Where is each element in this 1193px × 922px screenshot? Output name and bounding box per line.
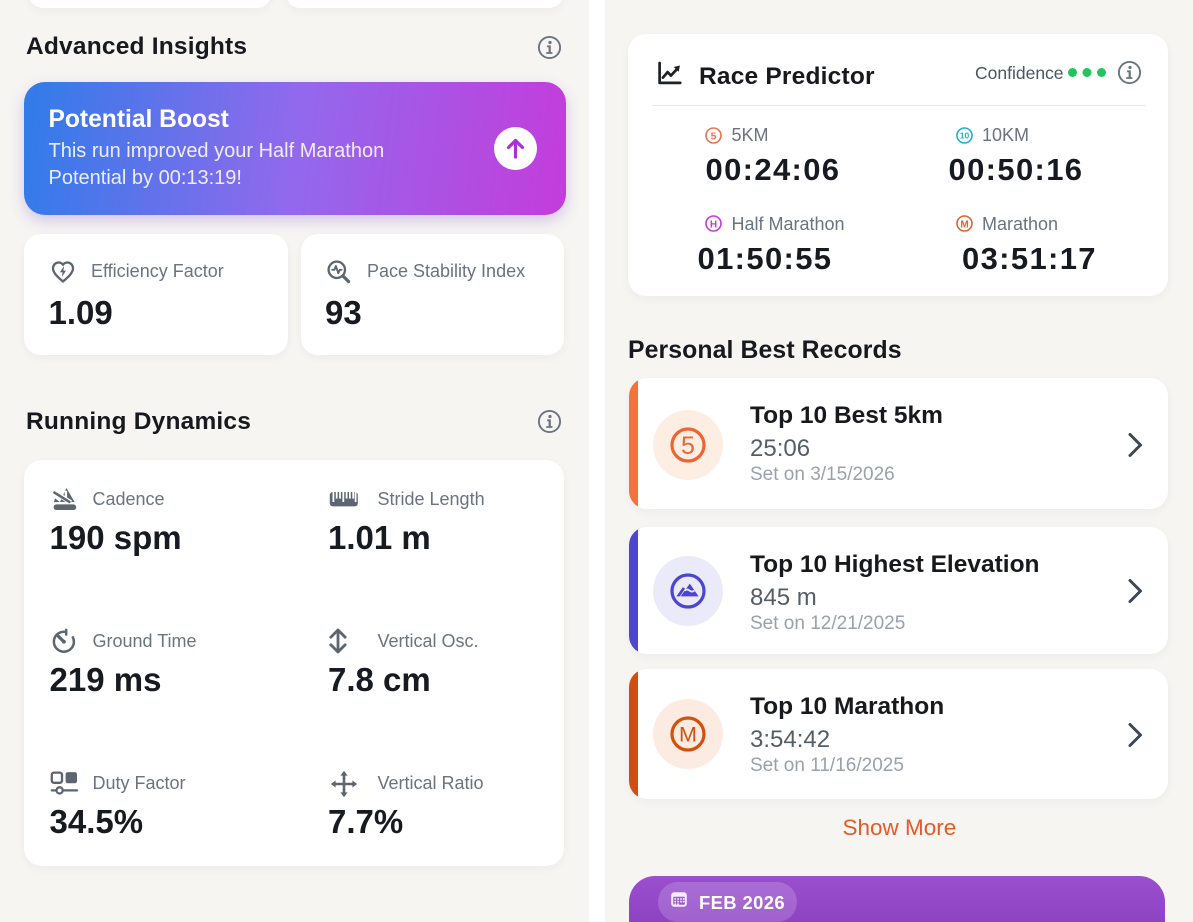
svg-text:5: 5 (681, 432, 695, 460)
svg-text:10: 10 (960, 130, 970, 140)
svg-text:H: H (710, 219, 717, 230)
svg-text:M: M (679, 723, 697, 747)
svg-text:M: M (960, 219, 968, 230)
svg-text:5: 5 (711, 130, 717, 142)
